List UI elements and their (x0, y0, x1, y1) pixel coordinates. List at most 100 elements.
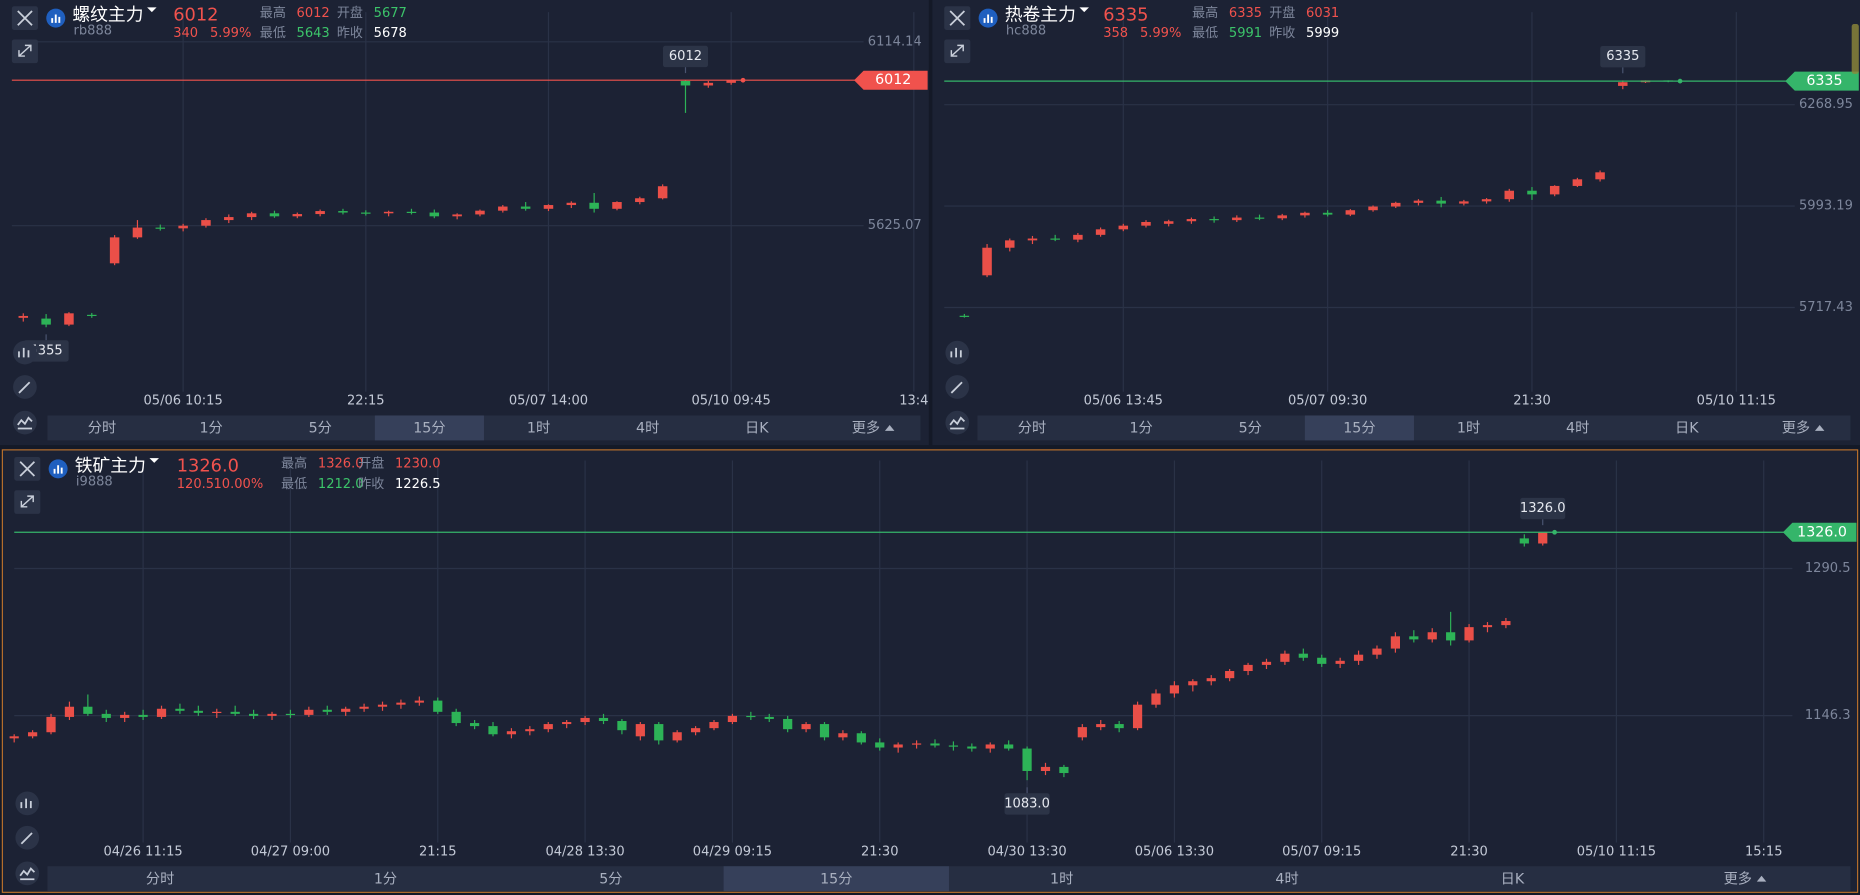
stat-value: 6012 (297, 6, 330, 21)
tab[interactable]: 日K (745, 421, 769, 437)
symbol-code: rb888 (74, 24, 113, 39)
candle-body (1482, 625, 1493, 628)
tool-button[interactable] (13, 340, 37, 365)
candle-body (709, 722, 719, 729)
tab-active (374, 415, 484, 441)
candle-body (41, 318, 51, 325)
candle-body (1151, 693, 1161, 705)
tab[interactable]: 15分 (1343, 420, 1375, 437)
stat-value: 1230.0 (395, 457, 441, 472)
candle-body (267, 713, 277, 716)
tool-icon (19, 867, 36, 881)
tool-icon (18, 347, 30, 358)
tab[interactable]: 5分 (599, 870, 622, 887)
x-tick-label: 05/06 13:30 (1135, 845, 1214, 860)
candle-body (138, 714, 148, 717)
tool-button[interactable] (15, 791, 40, 816)
tab[interactable]: 1分 (374, 870, 397, 887)
tab[interactable]: 5分 (1239, 420, 1262, 437)
tab[interactable]: 5分 (309, 420, 332, 437)
candle-body (1372, 648, 1382, 655)
candle-body (543, 205, 554, 209)
x-tick-label: 05/10 11:15 (1697, 394, 1776, 409)
price-tag (1785, 71, 1859, 91)
tab[interactable]: 更多 (1724, 870, 1752, 887)
symbol-dropdown[interactable] (1079, 7, 1089, 13)
candle-body (635, 198, 645, 203)
x-tick-label: 21:30 (1450, 845, 1488, 860)
candle-body (726, 80, 736, 83)
candle-body (1050, 238, 1060, 240)
tab[interactable]: 4时 (1566, 420, 1589, 437)
tab[interactable]: 15分 (820, 870, 852, 887)
symbol-icon-bars (53, 465, 63, 474)
candle-body (64, 313, 74, 325)
candle-body (930, 743, 940, 746)
candle-body (1322, 212, 1333, 215)
stat-label: 开盘 (358, 456, 384, 472)
x-tick-label: 05/07 14:00 (509, 394, 588, 409)
tab[interactable]: 分时 (146, 870, 174, 887)
tab-active (1304, 415, 1414, 441)
candle-body (1538, 532, 1548, 544)
symbol-name[interactable]: 热卷主力 (1005, 5, 1076, 26)
tab[interactable]: 更多 (852, 420, 880, 437)
candle-body (801, 724, 811, 730)
candle-body (783, 718, 793, 730)
symbol-dropdown[interactable] (147, 7, 157, 13)
candle-body (727, 715, 738, 723)
candle-body (285, 713, 296, 716)
panel (1, 449, 1859, 893)
candle-body (246, 213, 257, 218)
callout-label: 6335 (1606, 49, 1639, 64)
tab[interactable]: 4时 (1275, 870, 1298, 887)
tab[interactable]: 1时 (1457, 420, 1480, 437)
candle-body (1243, 664, 1253, 672)
tab[interactable]: 分时 (88, 420, 116, 437)
candle-body (875, 742, 885, 748)
symbol-name[interactable]: 螺纹主力 (72, 5, 143, 26)
candle-body (1118, 225, 1129, 230)
candle-body (315, 211, 325, 215)
price-tag-label: 6012 (875, 72, 911, 88)
tab[interactable]: 分时 (1018, 420, 1046, 437)
x-tick-label: 21:15 (419, 845, 457, 860)
last-price: 6012 (173, 5, 218, 26)
candle-body (520, 206, 531, 209)
tab[interactable]: 1时 (1050, 870, 1073, 887)
price-change-pct: 10.00% (214, 477, 264, 492)
symbol-dropdown[interactable] (149, 458, 159, 463)
candle-body (498, 206, 508, 211)
tab[interactable]: 1分 (200, 420, 223, 437)
tool-button[interactable] (945, 340, 970, 365)
tab[interactable]: 15分 (413, 420, 445, 437)
panel (932, 0, 1860, 446)
candle-body (1073, 234, 1083, 240)
price-tag (854, 70, 928, 90)
candle-body (580, 717, 590, 723)
x-tick-label: 05/10 09:45 (692, 394, 771, 409)
candle-body (452, 214, 462, 217)
tab[interactable]: 1时 (527, 420, 550, 437)
candle-body (109, 237, 120, 264)
stat-value: 6335 (1229, 6, 1262, 21)
candle-body (1504, 190, 1515, 200)
stat-label: 昨收 (358, 477, 384, 492)
candle-body (475, 210, 485, 215)
candle-body (566, 202, 577, 206)
candle-body (18, 315, 29, 318)
price-change-pct: 5.99% (210, 26, 251, 41)
tab[interactable]: 更多 (1782, 420, 1810, 437)
candle-body (429, 212, 440, 217)
stat-label: 最低 (260, 26, 286, 41)
tab[interactable]: 4时 (636, 420, 659, 437)
candle-body (1206, 678, 1216, 682)
candle-body (1280, 653, 1290, 662)
tab[interactable]: 日K (1501, 871, 1525, 887)
candle-body (911, 743, 922, 745)
tab[interactable]: 日K (1675, 421, 1699, 437)
symbol-name[interactable]: 铁矿主力 (75, 455, 146, 476)
candle-body (1132, 704, 1143, 729)
candle-body (1345, 210, 1356, 215)
tab[interactable]: 1分 (1130, 420, 1153, 437)
